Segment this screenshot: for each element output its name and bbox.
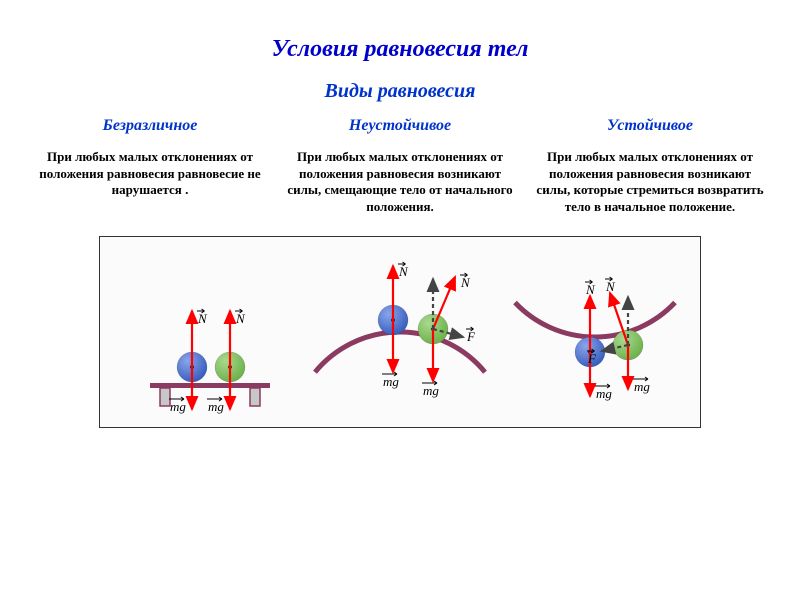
column-indifferent: Безразличное При любых малых отклонениях… — [30, 117, 270, 217]
svg-text:N: N — [460, 275, 471, 290]
svg-text:mg: mg — [383, 374, 399, 389]
svg-text:mg: mg — [634, 379, 650, 394]
column-unstable: Неустойчивое При любых малых отклонениях… — [280, 117, 520, 217]
col-desc-2: При любых малых отклонениях от положения… — [530, 149, 770, 217]
col-title-2: Устойчивое — [530, 117, 770, 135]
svg-text:mg: mg — [170, 399, 186, 414]
diagram-container: NmgNmgNmgNmgFNmgNmgF — [30, 236, 770, 428]
svg-text:N: N — [585, 282, 596, 297]
column-stable: Устойчивое При любых малых отклонениях о… — [530, 117, 770, 217]
svg-text:N: N — [398, 264, 409, 279]
svg-text:mg: mg — [423, 383, 439, 398]
columns-row: Безразличное При любых малых отклонениях… — [30, 117, 770, 217]
svg-text:N: N — [235, 311, 246, 326]
equilibrium-diagram: NmgNmgNmgNmgFNmgNmgF — [99, 236, 701, 428]
main-title: Условия равновесия тел — [30, 36, 770, 63]
svg-text:N: N — [197, 311, 208, 326]
sub-title: Виды равновесия — [30, 80, 770, 103]
svg-text:N: N — [605, 279, 616, 294]
col-desc-0: При любых малых отклонениях от положения… — [30, 149, 270, 200]
col-title-1: Неустойчивое — [280, 117, 520, 135]
col-title-0: Безразличное — [30, 117, 270, 135]
col-desc-1: При любых малых отклонениях от положения… — [280, 149, 520, 217]
svg-text:mg: mg — [596, 386, 612, 401]
svg-text:mg: mg — [208, 399, 224, 414]
